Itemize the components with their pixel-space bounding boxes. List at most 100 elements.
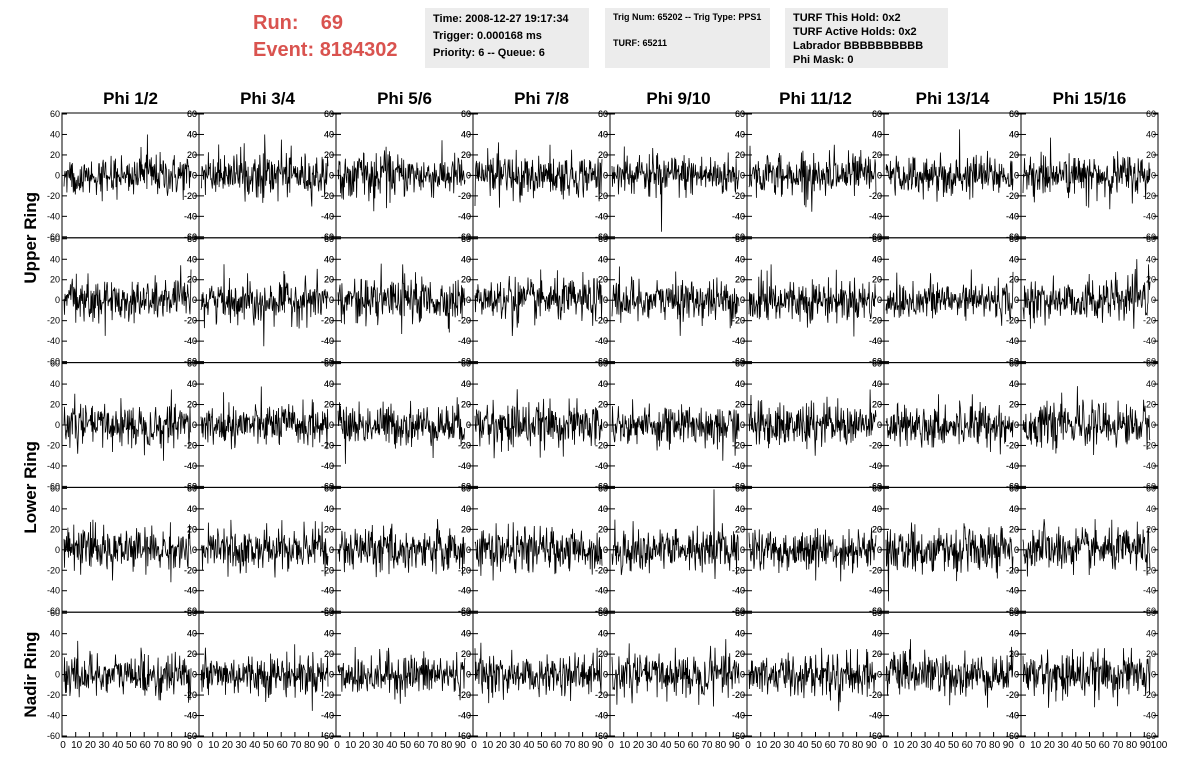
waveform-trace: [200, 386, 329, 450]
x-tick-label: 70: [1112, 740, 1124, 751]
y-tick-label: -40: [1006, 586, 1019, 596]
y-tick-label: -40: [1006, 586, 1019, 596]
y-tick-label: -40: [732, 211, 745, 221]
y-tick-label: 0: [877, 170, 882, 180]
y-tick-label: 40: [598, 629, 608, 639]
y-tick-label: 40: [1009, 504, 1019, 514]
y-tick-label: 0: [603, 545, 608, 555]
y-tick-label: 40: [735, 504, 745, 514]
y-tick-label: 40: [461, 254, 471, 264]
x-tick-label: 90: [318, 740, 330, 751]
y-tick-label: -40: [869, 211, 882, 221]
event-label: Event:: [253, 39, 315, 61]
y-tick-label: -20: [869, 191, 882, 201]
y-tick-label: 0: [329, 295, 334, 305]
y-tick-label: 20: [598, 649, 608, 659]
y-tick-label: 60: [324, 359, 334, 369]
y-tick-label: -60: [732, 232, 745, 242]
y-tick-label: 60: [324, 234, 334, 244]
y-tick-label: -20: [732, 191, 745, 201]
y-tick-label: 40: [1009, 129, 1019, 139]
y-tick-label: 0: [877, 670, 882, 680]
y-tick-label: 40: [598, 254, 608, 264]
y-tick-label: -60: [47, 481, 60, 491]
y-tick-label: 20: [735, 150, 745, 160]
y-tick-label: -60: [458, 606, 471, 616]
waveform-panel: -60 -60 -40 -40 -20 -20 0 0 20 20 40 40 60 60: [184, 109, 337, 242]
y-tick-label: 20: [1009, 150, 1019, 160]
y-tick-label: -60: [321, 232, 334, 242]
y-tick-label: 60: [598, 109, 608, 119]
waveform-trace: [1022, 647, 1151, 708]
y-tick-label: 20: [598, 524, 608, 534]
run-label: Run:: [253, 12, 299, 34]
y-tick-label: -60: [184, 606, 197, 616]
y-tick-label: 60: [50, 608, 60, 618]
y-tick-label: 20: [1009, 400, 1019, 410]
y-tick-label: -60: [458, 357, 471, 367]
y-tick-label: 60: [598, 483, 608, 493]
y-tick-label: -20: [595, 690, 608, 700]
x-tick-label: 50: [537, 740, 549, 751]
y-tick-label: 20: [872, 524, 882, 534]
y-tick-label: 0: [877, 420, 882, 430]
y-tick-label: -40: [321, 586, 334, 596]
y-tick-label: -20: [321, 191, 334, 201]
y-tick-label: 0: [192, 670, 197, 680]
ring-label: Upper Ring: [21, 192, 40, 284]
y-tick-label: -60: [595, 731, 608, 741]
x-tick-label: 30: [647, 740, 659, 751]
y-tick-label: 40: [324, 629, 334, 639]
y-tick-label: -60: [869, 232, 882, 242]
y-tick-label: 20: [461, 524, 471, 534]
y-tick-label: 0: [55, 295, 60, 305]
x-tick-label: 0: [1019, 740, 1025, 751]
y-tick-label: 40: [735, 379, 745, 389]
y-tick-label: -40: [732, 211, 745, 221]
y-tick-label: -20: [1143, 690, 1156, 700]
waveform-trace: [611, 146, 740, 232]
x-tick-label: 30: [373, 740, 385, 751]
y-tick-label: 0: [1151, 670, 1156, 680]
y-tick-label: -20: [869, 565, 882, 575]
waveform-trace: [63, 519, 192, 583]
y-tick-label: 60: [324, 234, 334, 244]
y-tick-label: -20: [869, 316, 882, 326]
column-header: Phi 5/6: [377, 89, 432, 108]
y-tick-label: -60: [595, 731, 608, 741]
y-tick-label: 0: [55, 545, 60, 555]
y-tick-label: 60: [598, 608, 608, 618]
y-tick-label: -60: [321, 357, 334, 367]
y-tick-label: -60: [732, 357, 745, 367]
y-tick-label: 20: [461, 275, 471, 285]
y-tick-label: 40: [187, 504, 197, 514]
x-tick-label: 10: [482, 740, 494, 751]
y-tick-label: -40: [869, 711, 882, 721]
waveform-panel: -60 -60 -40 -40 -20 -20 0 0 20 20 40 40 60 60: [732, 109, 885, 242]
y-tick-label: -40: [321, 461, 334, 471]
y-tick-label: -20: [321, 690, 334, 700]
y-tick-label: -60: [1143, 606, 1156, 616]
ring-label: Lower Ring: [21, 441, 40, 534]
y-tick-label: -40: [321, 336, 334, 346]
x-tick-label: 90: [592, 740, 604, 751]
y-tick-label: 0: [1014, 170, 1019, 180]
waveform-trace: [1022, 137, 1151, 210]
y-tick-label: 20: [187, 150, 197, 160]
x-tick-label: 70: [975, 740, 987, 751]
y-tick-label: -40: [458, 211, 471, 221]
y-tick-label: 20: [324, 524, 334, 534]
y-tick-label: -60: [1006, 481, 1019, 491]
y-tick-label: -20: [869, 316, 882, 326]
y-tick-label: -60: [595, 481, 608, 491]
y-tick-label: 20: [324, 150, 334, 160]
y-tick-label: 60: [735, 109, 745, 119]
y-tick-label: 40: [1009, 629, 1019, 639]
y-tick-label: -60: [595, 232, 608, 242]
y-tick-label: 60: [1009, 109, 1019, 119]
y-tick-label: -20: [47, 440, 60, 450]
y-tick-label: 40: [324, 504, 334, 514]
